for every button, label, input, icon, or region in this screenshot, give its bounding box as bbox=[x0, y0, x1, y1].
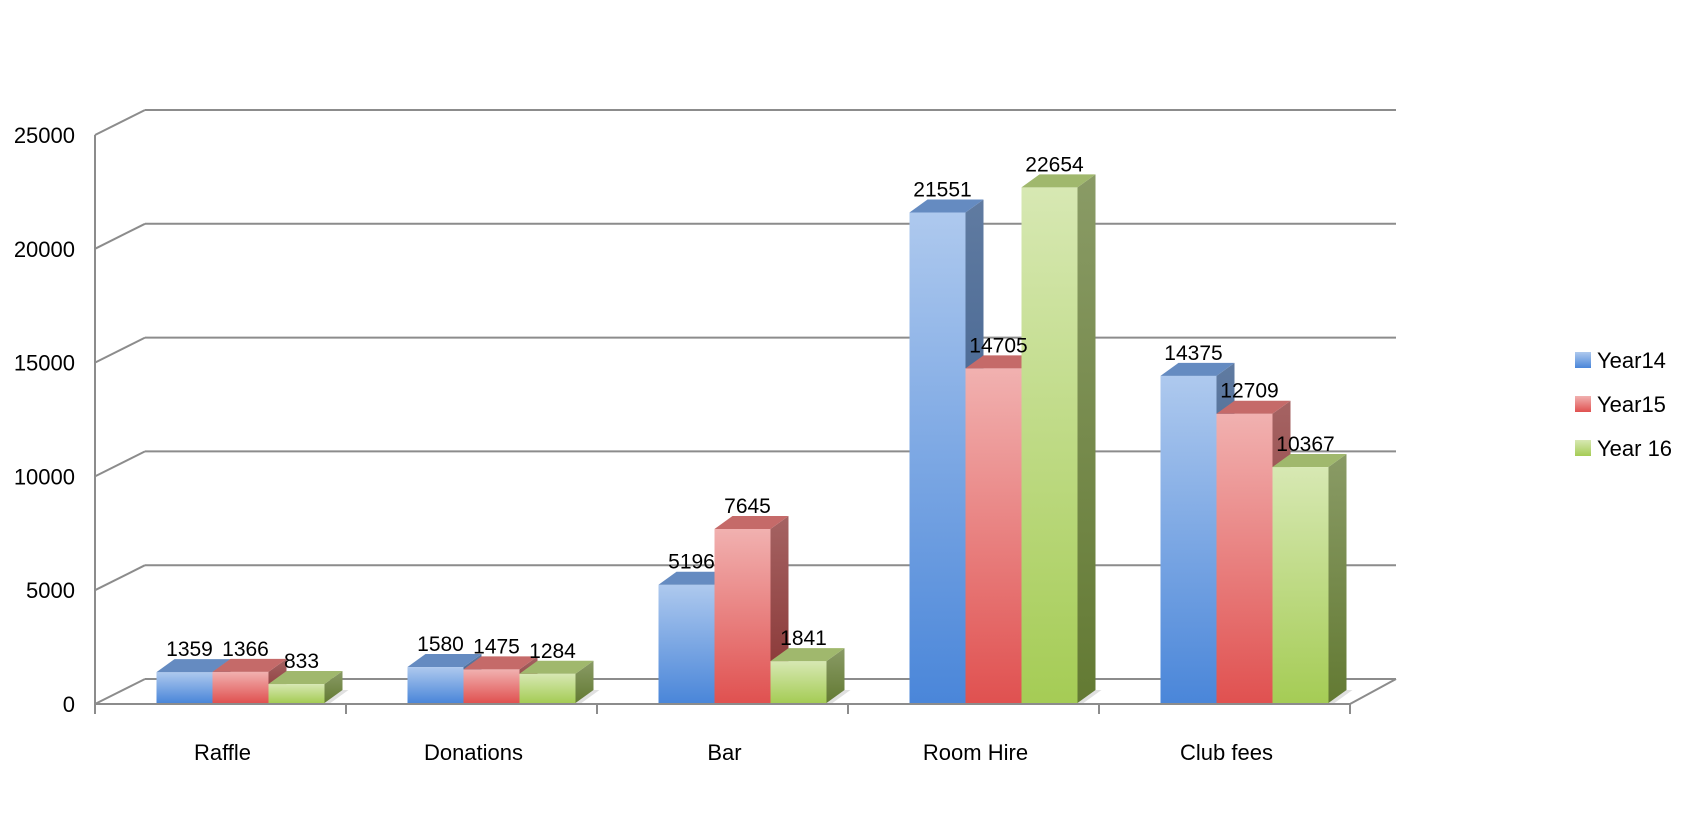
bar bbox=[1272, 467, 1329, 703]
bar-top bbox=[909, 199, 984, 213]
data-label: 10367 bbox=[1276, 433, 1334, 456]
legend-label: Year 16 bbox=[1597, 436, 1672, 461]
data-label: 1475 bbox=[473, 635, 520, 658]
bars-layer bbox=[156, 174, 1353, 703]
bar bbox=[1216, 413, 1273, 703]
x-tick-label: Bar bbox=[707, 740, 741, 765]
bar-side bbox=[1328, 454, 1347, 703]
x-tick-label: Donations bbox=[424, 740, 523, 765]
bar bbox=[212, 671, 269, 703]
bar bbox=[156, 672, 213, 703]
data-label: 7645 bbox=[724, 495, 771, 518]
bar bbox=[1160, 375, 1217, 703]
x-tick-label: Raffle bbox=[194, 740, 251, 765]
bar bbox=[268, 684, 325, 703]
bar-side bbox=[826, 648, 845, 703]
data-label: 12709 bbox=[1220, 380, 1278, 403]
side-gridline bbox=[94, 678, 146, 705]
bar-top bbox=[463, 656, 538, 670]
data-label: 1359 bbox=[166, 638, 213, 661]
legend: Year14 Year15 Year 16 bbox=[1575, 348, 1672, 461]
bar-side bbox=[575, 660, 594, 703]
side-gridline bbox=[94, 450, 146, 478]
bar-top bbox=[156, 659, 231, 673]
y-tick-label: 20000 bbox=[14, 237, 75, 262]
data-label: 14375 bbox=[1164, 342, 1222, 365]
labels-layer: 1359 1366 833 1580 1475 1284 5196 7645 1841 21551… bbox=[166, 153, 1335, 673]
data-label: 5196 bbox=[668, 551, 715, 574]
grid-layer bbox=[94, 109, 1396, 705]
data-label: 1580 bbox=[417, 633, 464, 656]
bar-top bbox=[268, 671, 343, 685]
side-gridline bbox=[94, 222, 146, 250]
floor-edge bbox=[1349, 678, 1397, 705]
side-gridline bbox=[94, 336, 146, 364]
legend-swatch bbox=[1575, 396, 1591, 412]
data-label: 21551 bbox=[913, 178, 971, 201]
bar-side bbox=[324, 671, 343, 703]
bar bbox=[909, 212, 966, 703]
legend-label: Year15 bbox=[1597, 392, 1666, 417]
x-tick-label: Club fees bbox=[1180, 740, 1273, 765]
bar-top bbox=[407, 654, 482, 668]
y-tick-label: 10000 bbox=[14, 464, 75, 489]
bar-top bbox=[1160, 362, 1235, 376]
bar bbox=[965, 368, 1022, 703]
side-gridline bbox=[94, 564, 146, 592]
bar-top bbox=[658, 571, 733, 585]
bar bbox=[463, 669, 520, 703]
legend-label: Year14 bbox=[1597, 348, 1666, 373]
legend-swatch bbox=[1575, 352, 1591, 368]
bar bbox=[519, 673, 576, 703]
y-tick-label: 15000 bbox=[14, 351, 75, 376]
y-tick-label: 25000 bbox=[14, 123, 75, 148]
axis-layer: 0 5000 10000 15000 20000 25000 Raffle Donations… bbox=[14, 123, 1397, 765]
x-tick-label: Room Hire bbox=[923, 740, 1028, 765]
legend-swatch bbox=[1575, 440, 1591, 456]
bar bbox=[1021, 187, 1078, 703]
bar-top bbox=[212, 658, 287, 672]
bar-top bbox=[519, 660, 594, 674]
data-label: 1841 bbox=[780, 627, 827, 650]
bar-top bbox=[1216, 400, 1291, 414]
side-gridline bbox=[94, 109, 146, 136]
bar bbox=[407, 667, 464, 703]
bar-top bbox=[714, 515, 789, 529]
bar-side bbox=[1077, 174, 1096, 703]
bar-top bbox=[965, 355, 1040, 369]
bar-top bbox=[770, 648, 845, 662]
bar bbox=[658, 584, 715, 703]
bar-top bbox=[1272, 454, 1347, 468]
bar bbox=[770, 661, 827, 703]
y-tick-label: 5000 bbox=[26, 578, 75, 603]
bar bbox=[714, 528, 771, 703]
y-tick-label: 0 bbox=[63, 692, 75, 717]
data-label: 1366 bbox=[222, 638, 269, 661]
data-label: 14705 bbox=[969, 334, 1027, 357]
data-label: 1284 bbox=[529, 640, 576, 663]
data-label: 833 bbox=[284, 650, 319, 673]
bar-top bbox=[1021, 174, 1096, 188]
data-label: 22654 bbox=[1025, 153, 1084, 176]
